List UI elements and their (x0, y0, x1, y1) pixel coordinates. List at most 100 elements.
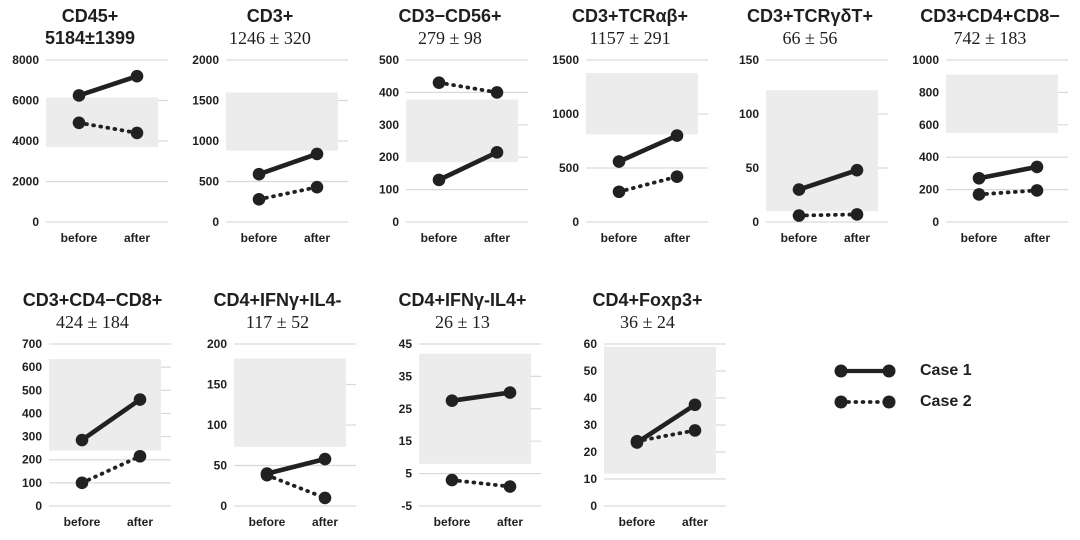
panel-plot: 0 50 100 150 200 before after (206, 337, 356, 529)
case1-point-before (72, 89, 86, 102)
case2-point-before (630, 434, 643, 448)
x-tick-label: after (304, 231, 330, 245)
chart-panel: CD3+ 1246 ± 320 0 500 1000 1500 2000 before af… (180, 0, 360, 272)
case2-line (797, 212, 859, 218)
case2-line (257, 185, 319, 202)
panel-plot: 0 10 20 30 40 50 60 before after (583, 337, 726, 529)
legend-marker-dotted-line (834, 395, 896, 409)
case2-point-after (318, 491, 331, 505)
x-tick-label: after (844, 231, 870, 245)
x-tick-label: after (681, 515, 707, 529)
case1-line (635, 402, 696, 445)
y-tick-label: 500 (559, 161, 579, 175)
y-tick-label: 600 (919, 118, 939, 132)
y-tick-label: 50 (583, 364, 597, 378)
panel-title: CD3−CD56+ (398, 6, 502, 26)
case1-point-after (318, 452, 331, 466)
panel-stat-mean-sd: 1157 ± 291 (589, 28, 671, 49)
x-tick-label: after (126, 515, 152, 529)
y-tick-label: 500 (379, 53, 399, 67)
case2-point-before (792, 209, 806, 222)
y-tick-label: 0 (220, 499, 227, 513)
panel-stat-mean-sd: 742 ± 183 (953, 28, 1027, 49)
case2-point-after (130, 126, 144, 140)
y-tick-label: 200 (379, 150, 399, 164)
case2-line (77, 120, 139, 135)
case1-point-before (792, 183, 806, 196)
case2-point-before (252, 193, 266, 206)
y-tick-label: 500 (199, 174, 219, 188)
y-tick-label: 800 (919, 85, 939, 99)
reference-band (586, 72, 698, 135)
x-tick-label: before (618, 515, 655, 529)
chart-panel: CD3+CD4−CD8+ 424 ± 184 0 100 200 300 400 500 6… (0, 272, 185, 540)
x-tick-label: before (421, 231, 458, 245)
y-tick-label: 300 (21, 430, 41, 444)
panel-stat-mean-sd: 26 ± 13 (435, 312, 490, 333)
panel-stat-mean-sd: 279 ± 98 (418, 28, 482, 49)
y-tick-label: 1500 (552, 53, 579, 67)
y-tick-label: 700 (21, 337, 41, 351)
legend-marker-solid-line (834, 364, 896, 378)
panel-stat-mean-sd: 5184±1399 (45, 28, 135, 49)
reference-band (48, 359, 161, 451)
case2-point-after (1030, 184, 1044, 197)
chart-panel: CD45+ 5184±1399 0 2000 4000 6000 8000 before a… (0, 0, 180, 272)
y-tick-label: 0 (212, 215, 219, 229)
case2-point-before (972, 188, 986, 201)
panel-title: CD3+CD4+CD8− (920, 6, 1060, 26)
y-tick-label: 150 (206, 377, 226, 391)
case1-point-after (688, 398, 701, 412)
panel-title: CD4+IFNγ+IL4- (213, 290, 342, 310)
chart-panel: CD3+TCRαβ+ 1157 ± 291 0 500 1000 1500 before… (540, 0, 720, 272)
case1-line (798, 167, 858, 192)
x-tick-label: after (664, 231, 690, 245)
case1-point-after (850, 163, 864, 177)
case2-point-before (445, 473, 458, 487)
panel-title: CD4+IFNγ-IL4+ (398, 290, 527, 310)
case2-point-before (612, 185, 626, 199)
panel-plot: 0 200 400 600 800 1000 before after (912, 53, 1068, 245)
reference-band (46, 97, 158, 148)
legend-endpoint-dot (834, 395, 848, 409)
panel-stat-mean-sd: 36 ± 24 (620, 312, 675, 333)
case2-point-after (133, 449, 146, 463)
legend-item-case2: Case 2 (832, 393, 1080, 411)
panel-plot: -5 5 15 25 35 45 before after (398, 337, 541, 529)
case1-line (451, 390, 510, 403)
y-tick-label: 1000 (552, 107, 579, 121)
case2-point-after (688, 424, 701, 437)
y-tick-label: 0 (752, 215, 759, 229)
y-tick-label: 400 (379, 85, 399, 99)
panel-title: CD4+Foxp3+ (592, 290, 703, 310)
y-tick-label: 15 (398, 434, 412, 448)
panel-title: CD45+ (61, 6, 119, 26)
reference-band (418, 353, 531, 464)
panel-title: CD3+TCRγδT+ (747, 6, 873, 26)
reference-band (226, 92, 338, 151)
y-tick-label: 60 (583, 337, 597, 351)
case2-line (449, 478, 512, 489)
chart-panel: CD3+TCRγδT+ 66 ± 56 0 50 100 150 before after (720, 0, 900, 272)
y-tick-label: 150 (739, 53, 759, 67)
y-tick-label: 45 (398, 337, 412, 351)
case1-line (78, 74, 138, 98)
case1-line (265, 456, 326, 476)
legend-endpoint-dot (882, 364, 896, 378)
y-tick-label: -5 (401, 499, 412, 513)
y-tick-label: 35 (398, 369, 412, 383)
y-tick-label: 50 (746, 161, 760, 175)
case2-line (617, 174, 679, 194)
y-tick-label: 1000 (192, 134, 219, 148)
case2-point-after (670, 170, 684, 183)
panel-title: CD3+TCRαβ+ (571, 6, 689, 26)
y-tick-label: 600 (21, 360, 41, 374)
y-tick-label: 50 (213, 458, 227, 472)
panel-plot: 0 500 1000 1500 before after (552, 53, 708, 245)
panel-stat-mean-sd: 66 ± 56 (782, 28, 838, 49)
y-tick-label: 2000 (12, 174, 39, 188)
case1-line (258, 151, 318, 177)
case1-point-before (445, 394, 458, 407)
chart-panel: CD4+IFNγ+IL4- 117 ± 52 0 50 100 150 200 befor… (185, 272, 370, 540)
